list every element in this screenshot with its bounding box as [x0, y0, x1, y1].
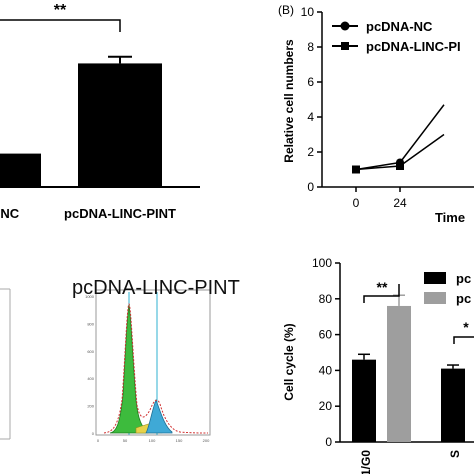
cell-cycle-y-axis-label: Cell cycle (%)	[282, 323, 296, 400]
flow-y-ticks: 0 200 400 600 800 1000	[85, 294, 95, 436]
flow-histogram-left-cropped	[0, 288, 11, 440]
cell-cycle-legend: pc pc	[424, 271, 471, 306]
panel-b-y-tick-label: 0	[307, 180, 314, 194]
legend-nc-label: pcDNA-NC	[366, 19, 433, 34]
legend-swatch-nc	[424, 272, 446, 284]
cell-cycle-s-bracket	[453, 336, 474, 344]
flow-y-tick-label: 200	[87, 404, 94, 409]
panel-b-point	[396, 162, 404, 170]
cell-cycle-bar-chart: Cell cycle (%) 0 20 40 60 80 100 ** * G1/G0 S…	[282, 256, 474, 474]
flow-x-tick-label: 150	[176, 438, 183, 443]
flow-y-tick-label: 400	[87, 376, 94, 381]
flow-x-tick-label: 100	[149, 438, 156, 443]
panel-a-bar	[0, 153, 41, 187]
panel-a-significance-label: **	[54, 2, 67, 19]
legend-nc-marker	[340, 21, 350, 31]
panel-a-bar	[78, 63, 162, 187]
panel-b-series	[352, 104, 445, 174]
panel-b-y-axis-label: Relative cell numbers	[282, 39, 296, 163]
flow-y-tick-label: 0	[92, 431, 95, 436]
flow-x-tick-label: 0	[97, 438, 100, 443]
cell-cycle-bar	[387, 305, 411, 442]
cell-cycle-bar	[352, 359, 376, 442]
legend-label-pint: pc	[456, 291, 471, 306]
panel-a-bars	[0, 55, 162, 187]
flow-histogram: 0 200 400 600 800 1000 0 50 100 150 200	[85, 289, 211, 443]
cell-cycle-y-tick-label: 40	[319, 363, 333, 377]
panel-b-y-tick-label: 8	[307, 40, 314, 54]
cell-cycle-bars	[352, 294, 465, 442]
panel-a-tick-label-nc: -NC	[0, 206, 20, 221]
cell-cycle-g1-significance: **	[377, 279, 388, 295]
legend-pint-marker	[341, 42, 349, 50]
panel-b-x-tick-label: 0	[353, 196, 360, 210]
panel-b-label: (B)	[278, 3, 294, 17]
flow-y-tick-label: 800	[87, 321, 94, 326]
flow-x-ticks: 0 50 100 150 200	[97, 438, 210, 443]
panel-a-significance-bracket	[0, 19, 121, 32]
flow-y-tick-label: 1000	[85, 294, 95, 299]
panel-b-legend: pcDNA-NC pcDNA-LINC-PI	[332, 19, 461, 54]
flow-x-tick-label: 50	[123, 438, 128, 443]
cell-cycle-y-tick-label: 20	[319, 399, 333, 413]
panel-a-tick-label-pint: pcDNA-LINC-PINT	[64, 206, 176, 221]
panel-b-y-ticks: 0 2 4 6 8 10	[301, 5, 322, 194]
cell-cycle-tick-label-s: S	[448, 450, 462, 458]
panel-b-y-tick-label: 4	[307, 110, 314, 124]
panel-b-point	[352, 165, 360, 174]
cell-cycle-y-tick-label: 80	[319, 292, 333, 306]
cell-cycle-s-significance: *	[463, 319, 469, 335]
panel-b-x-tick-label: 24	[393, 196, 407, 210]
legend-swatch-pint	[424, 292, 446, 304]
cell-cycle-y-tick-label: 0	[325, 435, 332, 449]
panel-b-x-axis-label: Time	[435, 210, 465, 225]
panel-a-bar-chart: ** -NC pcDNA-LINC-PINT	[0, 2, 200, 221]
flow-y-tick-label: 600	[87, 349, 94, 354]
cell-cycle-y-ticks: 0 20 40 60 80 100	[312, 256, 340, 449]
legend-label-nc: pc	[456, 271, 471, 286]
flow-fit-curve	[103, 303, 209, 434]
cell-cycle-y-tick-label: 100	[312, 256, 332, 270]
legend-pint-label: pcDNA-LINC-PI	[366, 39, 461, 54]
flow-panel-title: pcDNA-LINC-PINT	[72, 277, 240, 299]
panel-b-y-tick-label: 6	[307, 75, 314, 89]
cell-cycle-y-tick-label: 60	[319, 328, 333, 342]
cell-cycle-tick-label-g1: G1/G0	[359, 450, 373, 474]
cell-cycle-bar	[441, 368, 465, 442]
cell-cycle-g1-bracket	[363, 284, 400, 303]
panel-b-x-ticks: 0 24	[353, 187, 407, 210]
panel-b-y-tick-label: 10	[301, 5, 315, 19]
panel-b-y-tick-label: 2	[307, 145, 314, 159]
flow-x-tick-label: 200	[203, 438, 210, 443]
